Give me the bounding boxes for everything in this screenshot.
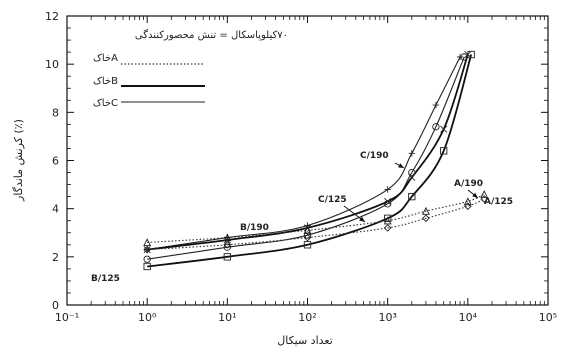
data-point-b-125 [440, 147, 448, 155]
y-tick-label: 0 [52, 299, 59, 312]
data-point-a-190 [421, 206, 430, 215]
curve-label-c-190: C/190 [360, 151, 389, 161]
data-point-c-190 [408, 150, 415, 157]
data-point-a-190 [383, 216, 392, 225]
y-tick-label: 10 [45, 58, 59, 71]
series-line-c-125 [147, 56, 465, 260]
data-point-b-125 [408, 192, 416, 201]
series-line-b-190 [147, 54, 469, 251]
y-tick-label: 12 [45, 10, 59, 23]
data-point-c-125 [460, 53, 468, 61]
x-axis-title: تعداد سیکال [277, 334, 333, 347]
x-tick-label: 10⁵ [539, 311, 557, 324]
legend-title: ٧٠کیلوپاسکال = تنش محصورکنندگی [135, 29, 288, 41]
y-tick-label: 2 [52, 251, 59, 264]
data-point-c-125 [408, 168, 416, 177]
data-point-a-190 [223, 233, 232, 242]
curve-label-arrowhead [472, 192, 478, 198]
data-point-c-125 [303, 231, 312, 239]
y-tick-label: 8 [52, 106, 59, 119]
data-point-c-125 [384, 200, 392, 208]
data-point-c-125 [223, 243, 231, 251]
data-point-c-125 [143, 255, 151, 263]
curve-label-a-190: A/190 [454, 179, 483, 189]
x-tick-label: 10⁻¹ [55, 311, 79, 324]
data-point-b-125 [143, 262, 151, 271]
data-point-a-125 [422, 214, 430, 223]
curve-label-b-125: B/125 [91, 274, 120, 284]
data-point-a-125 [143, 245, 152, 254]
data-point-b-190 [143, 246, 151, 254]
curve-label-a-125: A/125 [484, 197, 513, 207]
data-point-b-125 [384, 214, 392, 222]
curve-label-b-190: B/190 [240, 223, 269, 233]
data-point-a-190 [480, 190, 489, 198]
data-point-a-125 [383, 224, 392, 232]
curve-label-arrowhead [398, 163, 404, 168]
x-tick-label: 10⁰ [138, 311, 157, 324]
data-point-a-190 [303, 226, 312, 234]
y-axis-title: کرنش ماندگار (٪) [12, 119, 25, 202]
data-point-c-190 [384, 186, 391, 193]
data-point-b-125 [223, 253, 231, 261]
plot-frame [66, 15, 549, 306]
data-point-a-125 [480, 195, 489, 203]
data-point-b-190 [384, 197, 392, 205]
data-point-b-190 [440, 125, 448, 133]
data-point-a-190 [143, 238, 152, 247]
legend-label-b: خاکB [93, 76, 118, 87]
data-point-a-125 [223, 240, 232, 249]
curve-label-arrowhead [359, 216, 365, 222]
data-point-c-190 [456, 53, 464, 61]
data-point-a-190 [463, 197, 472, 206]
legend-label-c: خاکC [93, 98, 118, 109]
legend-label-a: خاکA [93, 53, 118, 64]
y-tick-label: 4 [52, 203, 59, 216]
x-tick-label: 10⁴ [459, 311, 478, 324]
y-tick-label: 6 [52, 155, 59, 168]
x-tick-label: 10² [298, 311, 316, 324]
data-point-c-190 [432, 101, 440, 109]
data-point-b-190 [408, 173, 416, 181]
data-point-c-125 [432, 123, 440, 131]
series-line-a-190 [147, 193, 485, 243]
curve-label-c-125: C/125 [318, 195, 347, 205]
x-tick-label: 10³ [378, 311, 396, 324]
data-point-b-125 [303, 241, 312, 249]
x-tick-label: 10¹ [218, 311, 236, 324]
data-point-a-125 [303, 233, 312, 242]
data-point-a-125 [463, 202, 472, 211]
data-point-b-125 [467, 50, 475, 59]
